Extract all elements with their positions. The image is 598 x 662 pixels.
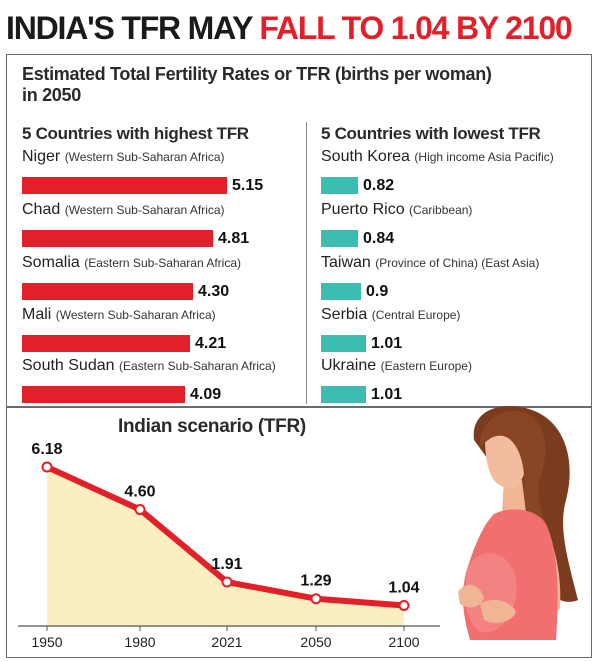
highest-country-0: Niger (Western Sub-Saharan Africa) bbox=[22, 148, 225, 166]
section-divider bbox=[6, 406, 592, 408]
highest-value-3: 4.21 bbox=[195, 335, 227, 352]
indian-scenario-title: Indian scenario (TFR) bbox=[118, 416, 306, 437]
highest-value-4: 4.09 bbox=[190, 386, 222, 403]
highest-bar-4 bbox=[22, 386, 185, 403]
country-name: Mali bbox=[22, 306, 56, 323]
tfr-label-2: 1.91 bbox=[211, 556, 242, 573]
lowest-bar-1 bbox=[321, 230, 358, 247]
highest-value-2: 4.30 bbox=[198, 283, 230, 300]
lowest-country-1: Puerto Rico (Caribbean) bbox=[321, 201, 472, 219]
country-name: Chad bbox=[22, 201, 65, 218]
country-region: (Western Sub-Saharan Africa) bbox=[55, 308, 216, 322]
tfr-point-4 bbox=[398, 599, 410, 611]
country-region: (Eastern Europe) bbox=[380, 359, 472, 373]
tfr-point-3 bbox=[310, 593, 322, 605]
lowest-country-2: Taiwan (Province of China) (East Asia) bbox=[321, 254, 539, 272]
country-name: Ukraine bbox=[321, 357, 381, 374]
country-name: South Sudan bbox=[22, 357, 119, 374]
tfr-point-2 bbox=[221, 576, 233, 588]
highest-country-3: Mali (Western Sub-Saharan Africa) bbox=[22, 306, 216, 324]
headline-part2: FALL TO 1.04 BY 2100 bbox=[259, 10, 572, 46]
lowest-country-0: South Korea (High income Asia Pacific) bbox=[321, 148, 554, 166]
x-tick-label-3: 2050 bbox=[300, 634, 331, 650]
lowest-value-3: 1.01 bbox=[371, 335, 403, 352]
lowest-value-2: 0.9 bbox=[366, 283, 389, 300]
x-tick-label-1: 1980 bbox=[124, 634, 155, 650]
country-region: (Central Europe) bbox=[371, 308, 461, 322]
highest-country-4: South Sudan (Eastern Sub-Saharan Africa) bbox=[22, 357, 276, 375]
country-region: (Western Sub-Saharan Africa) bbox=[64, 203, 225, 217]
tfr-label-4: 1.04 bbox=[388, 579, 419, 596]
lowest-bar-3 bbox=[321, 335, 366, 352]
highest-value-1: 4.81 bbox=[218, 230, 250, 247]
country-name: South Korea bbox=[321, 148, 415, 165]
country-region: (Eastern Sub-Saharan Africa) bbox=[84, 256, 241, 270]
highest-bar-3 bbox=[22, 335, 190, 352]
highest-country-1: Chad (Western Sub-Saharan Africa) bbox=[22, 201, 225, 219]
lowest-bar-0 bbox=[321, 177, 358, 194]
country-region: (Caribbean) bbox=[409, 203, 473, 217]
headline: INDIA'S TFR MAY FALL TO 1.04 BY 2100 bbox=[6, 8, 592, 48]
country-region: (Province of China) (East Asia) bbox=[375, 256, 540, 270]
country-region: (High income Asia Pacific) bbox=[414, 150, 554, 164]
highest-bar-0 bbox=[22, 177, 227, 194]
highest-bar-2 bbox=[22, 283, 193, 300]
highest-tfr-heading: 5 Countries with highest TFR bbox=[22, 124, 249, 143]
country-name: Taiwan bbox=[321, 254, 376, 271]
pregnant-woman-illustration bbox=[458, 405, 578, 640]
column-divider bbox=[306, 122, 307, 404]
tfr-point-1 bbox=[134, 504, 146, 516]
infographic-frame bbox=[6, 54, 592, 658]
lowest-value-0: 0.82 bbox=[363, 177, 395, 194]
tfr-label-3: 1.29 bbox=[300, 573, 331, 590]
highest-value-0: 5.15 bbox=[232, 177, 264, 194]
country-name: Somalia bbox=[22, 254, 85, 271]
subtitle: Estimated Total Fertility Rates or TFR (… bbox=[22, 64, 492, 105]
tfr-point-0 bbox=[41, 461, 53, 473]
lowest-tfr-heading: 5 Countries with lowest TFR bbox=[321, 124, 541, 143]
lowest-value-4: 1.01 bbox=[371, 386, 403, 403]
x-tick-label-0: 1950 bbox=[31, 634, 62, 650]
tfr-area bbox=[47, 467, 404, 626]
country-name: Serbia bbox=[321, 306, 372, 323]
tfr-label-0: 6.18 bbox=[31, 441, 62, 458]
highest-bar-1 bbox=[22, 230, 213, 247]
x-tick-label-4: 2100 bbox=[388, 634, 419, 650]
country-region: (Eastern Sub-Saharan Africa) bbox=[118, 359, 276, 373]
lowest-country-4: Ukraine (Eastern Europe) bbox=[321, 357, 472, 375]
lowest-bar-2 bbox=[321, 283, 361, 300]
lowest-bar-4 bbox=[321, 386, 366, 403]
headline-part1: INDIA'S TFR MAY bbox=[6, 10, 260, 46]
country-region: (Western Sub-Saharan Africa) bbox=[64, 150, 225, 164]
lowest-country-3: Serbia (Central Europe) bbox=[321, 306, 460, 324]
lowest-value-1: 0.84 bbox=[363, 230, 395, 247]
x-tick-label-2: 2021 bbox=[211, 634, 242, 650]
country-name: Puerto Rico bbox=[321, 201, 410, 218]
highest-country-2: Somalia (Eastern Sub-Saharan Africa) bbox=[22, 254, 241, 272]
tfr-label-1: 4.60 bbox=[124, 484, 155, 501]
country-name: Niger bbox=[22, 148, 65, 165]
